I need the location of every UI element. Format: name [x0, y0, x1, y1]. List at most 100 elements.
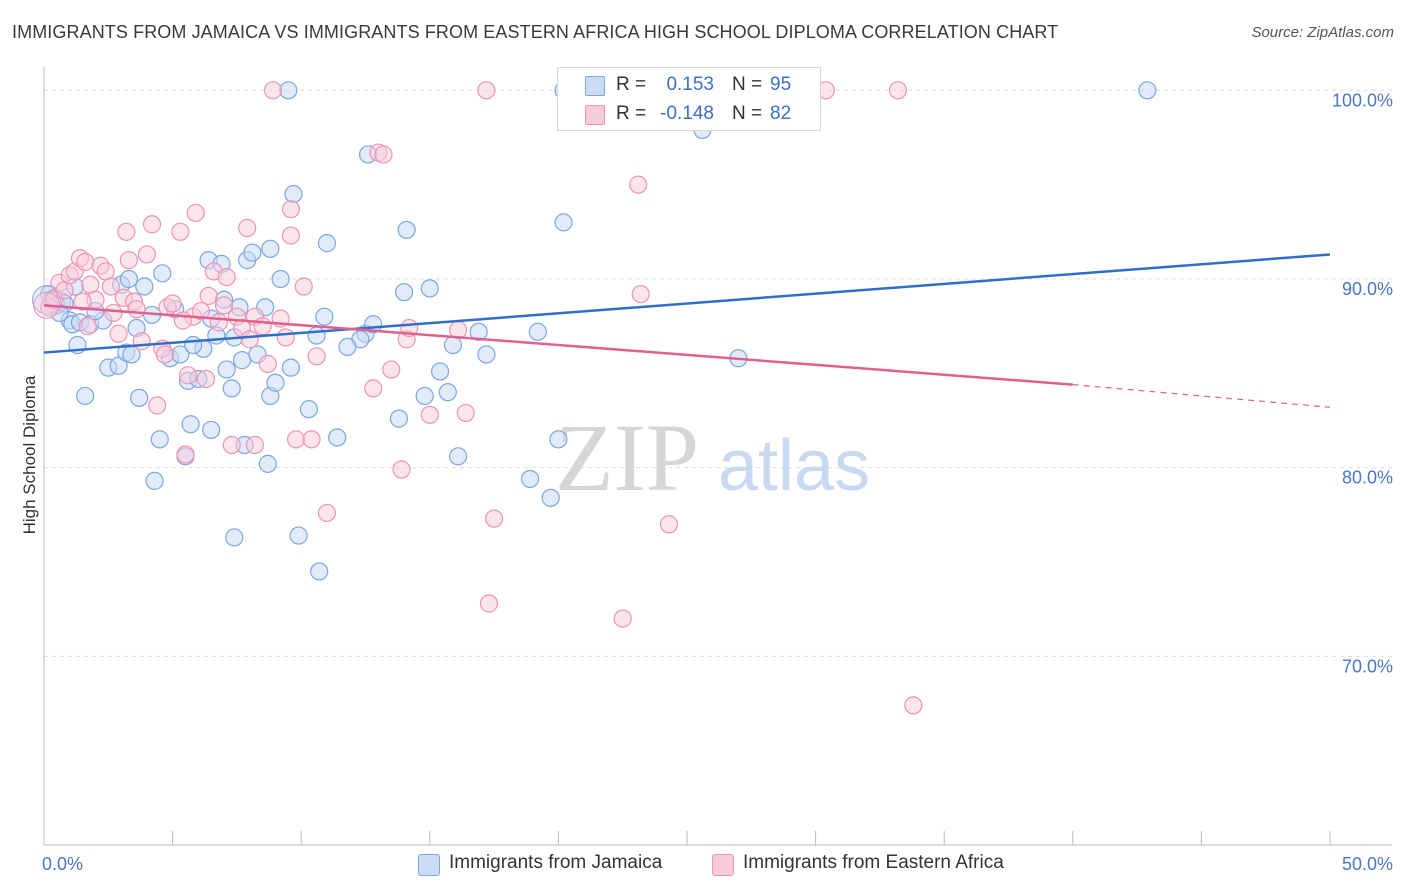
eastern-africa-point: [196, 369, 216, 389]
y-axis-title: High School Diploma: [20, 375, 39, 534]
eastern-africa-point: [81, 275, 100, 294]
stats-legend: R = 0.153 N = 95 R = -0.148 N = 82: [557, 67, 821, 131]
jamaica-point: [266, 373, 285, 392]
jamaica-point: [153, 264, 172, 283]
jamaica-point: [243, 243, 262, 262]
eastern-africa-point: [155, 345, 174, 364]
series-eastern-africa: [33, 81, 923, 715]
eastern-africa-point: [479, 594, 499, 613]
eastern-africa-point: [240, 330, 259, 349]
trend-lines: [43, 253, 1331, 408]
eastern-africa-point: [209, 313, 228, 332]
jamaica-point: [448, 447, 468, 466]
eastern-africa-point: [904, 696, 923, 715]
tick-labels: 70.0% 80.0% 90.0% 100.0% 0.0% 50.0%: [42, 90, 1393, 874]
jamaica-point: [232, 351, 252, 370]
jamaica-point: [389, 409, 409, 428]
legend-r-label: R =: [616, 103, 647, 124]
eastern-africa-point: [613, 609, 632, 628]
jamaica-point: [420, 279, 439, 298]
y-tick-label: 100.0%: [1332, 90, 1393, 110]
eastern-africa-point: [119, 251, 138, 270]
jamaica-point: [258, 454, 277, 473]
legend-row-eastern-africa: R = -0.148 N = 82: [558, 100, 820, 128]
eastern-africa-point: [217, 267, 236, 287]
jamaica-point: [315, 307, 334, 326]
eastern-africa-point: [263, 81, 283, 100]
jamaica-point: [338, 337, 357, 356]
jamaica-point: [217, 360, 236, 379]
jamaica-point: [261, 239, 280, 258]
legend-n-label: N =: [732, 103, 763, 124]
jamaica-swatch: [585, 76, 605, 96]
eastern-africa-point: [374, 145, 393, 164]
eastern-africa-point: [101, 277, 120, 296]
eastern-africa-point: [364, 379, 383, 398]
eastern-africa-point: [281, 200, 301, 219]
jamaica-point: [279, 81, 298, 100]
eastern-africa-point: [245, 435, 265, 455]
jamaica-point: [135, 277, 154, 296]
jamaica-point: [271, 269, 290, 289]
eastern-africa-point: [127, 300, 146, 319]
eastern-africa-point: [148, 396, 167, 415]
eastern-africa-point: [132, 332, 151, 351]
jamaica-point: [150, 430, 169, 449]
eastern-africa-point: [281, 226, 301, 245]
source-attribution: Source: ZipAtlas.com: [1251, 24, 1394, 41]
eastern-africa-point: [456, 403, 475, 423]
eastern-africa-point: [176, 445, 195, 464]
legend-r-label: R =: [616, 74, 647, 95]
jamaica-point: [521, 469, 540, 489]
eastern-africa-point: [104, 303, 123, 323]
chart-title: IMMIGRANTS FROM JAMAICA VS IMMIGRANTS FR…: [12, 22, 1059, 42]
legend-r-value: 0.153: [666, 74, 714, 95]
eastern-africa-swatch: [585, 105, 605, 125]
eastern-africa-point: [109, 324, 128, 343]
eastern-africa-point: [392, 460, 411, 479]
jamaica-point: [299, 400, 319, 419]
y-tick-label: 80.0%: [1342, 468, 1393, 488]
legend-r-value: -0.148: [660, 103, 714, 124]
eastern-africa-point: [222, 435, 241, 455]
jamaica-point: [328, 428, 347, 447]
jamaica-legend-swatch: [418, 854, 440, 876]
jamaica-point: [415, 386, 434, 406]
eastern-africa-point: [294, 277, 313, 296]
jamaica-point: [281, 358, 301, 377]
eastern-africa-point: [276, 328, 295, 347]
jamaica-point: [443, 335, 463, 355]
eastern-africa-point: [163, 294, 182, 313]
jamaica-point: [76, 386, 95, 406]
eastern-africa-point: [659, 515, 679, 534]
jamaica-point: [1138, 81, 1157, 100]
eastern-africa-legend-label: Immigrants from Eastern Africa: [743, 852, 1004, 873]
jamaica-point: [222, 379, 241, 398]
eastern-africa-point: [171, 222, 190, 241]
eastern-africa-point: [258, 354, 277, 373]
eastern-africa-point: [302, 430, 321, 449]
jamaica-point: [554, 213, 573, 232]
eastern-africa-point: [191, 301, 210, 321]
jamaica-point: [477, 345, 496, 364]
eastern-africa-point: [317, 503, 337, 523]
eastern-africa-point: [307, 347, 326, 366]
jamaica-point: [284, 184, 303, 204]
eastern-africa-point: [485, 509, 504, 528]
jamaica-point: [397, 220, 416, 240]
eastern-africa-trend-line: [43, 304, 1073, 386]
jamaica-point: [184, 335, 203, 355]
jamaica-point: [145, 471, 164, 490]
jamaica-point: [289, 526, 308, 545]
jamaica-point: [181, 415, 200, 434]
watermark-atlas: atlas: [718, 426, 870, 506]
legend-n-value: 82: [770, 103, 792, 124]
jamaica-point: [438, 383, 457, 402]
watermark-zip: ZIP: [555, 404, 699, 511]
eastern-africa-point: [629, 175, 648, 194]
y-tick-label: 70.0%: [1342, 656, 1393, 676]
watermark: ZIP atlas: [555, 404, 870, 511]
eastern-africa-point: [142, 215, 162, 234]
eastern-africa-point: [137, 245, 156, 264]
